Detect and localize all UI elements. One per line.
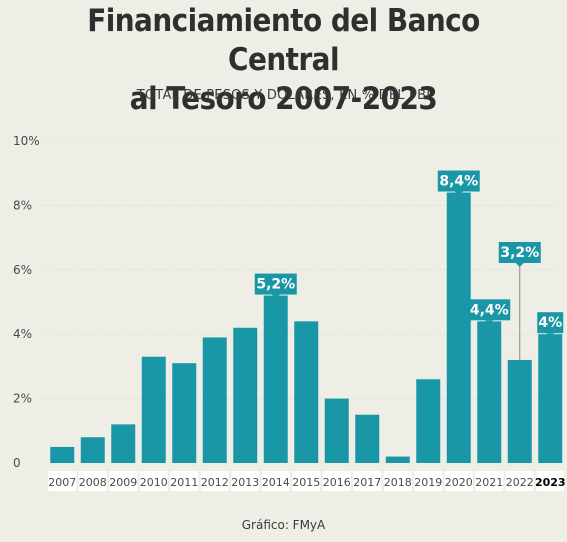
x-tick-box [444, 471, 473, 491]
bar [141, 356, 166, 463]
data-label-pointer [485, 320, 494, 325]
x-tick-box [78, 471, 107, 491]
x-tick-box [261, 471, 290, 491]
data-label-box [537, 312, 564, 334]
data-label-pointer [546, 333, 555, 338]
x-tick-label: 2011 [170, 476, 198, 489]
bar [263, 295, 288, 463]
bar [385, 456, 410, 463]
bar [80, 437, 105, 463]
x-tick-label: 2012 [201, 476, 229, 489]
bar [507, 359, 532, 463]
data-label: 8,4% [439, 174, 478, 190]
x-tick-box [353, 471, 382, 491]
data-label-pointer [454, 191, 463, 196]
x-tick-box [109, 471, 138, 491]
x-tick-box [48, 471, 77, 491]
bar [416, 379, 441, 463]
data-label-box [437, 170, 480, 192]
data-label: 3,2% [500, 245, 539, 261]
x-tick-box [505, 471, 534, 491]
x-tick-label: 2010 [140, 476, 168, 489]
x-tick-box [322, 471, 351, 491]
bar [202, 337, 227, 463]
x-tick-label: 2017 [353, 476, 381, 489]
bar [233, 327, 258, 463]
chart-title: Financiamiento del Banco Central al Teso… [28, 2, 538, 119]
x-tick-label: 2021 [475, 476, 503, 489]
data-label-box [254, 273, 297, 295]
y-tick-label: 10% [13, 134, 40, 148]
x-tick-label: 2007 [48, 476, 76, 489]
data-label: 4,4% [470, 302, 509, 318]
x-tick-label: 2019 [414, 476, 442, 489]
x-tick-label: 2014 [262, 476, 290, 489]
data-label: 5,2% [256, 277, 295, 293]
x-tick-label: 2009 [109, 476, 137, 489]
data-label-box [498, 242, 541, 263]
bar [355, 414, 380, 463]
x-tick-label: 2008 [79, 476, 107, 489]
bar [538, 334, 563, 463]
x-tick-box [200, 471, 229, 491]
x-tick-label: 2020 [445, 476, 473, 489]
data-label-pointer [271, 294, 280, 299]
bar [50, 446, 75, 463]
x-tick-label: 2022 [506, 476, 534, 489]
data-label: 4% [538, 315, 562, 331]
bar [446, 192, 471, 463]
title-line-2: al Tesoro 2007-2023 [129, 81, 438, 117]
x-tick-box [139, 471, 168, 491]
x-tick-box [170, 471, 199, 491]
x-tick-label: 2013 [231, 476, 259, 489]
y-tick-label: 0 [13, 456, 21, 470]
x-tick-label: 2018 [384, 476, 412, 489]
data-label-box [468, 299, 511, 321]
y-tick-label: 8% [13, 198, 32, 212]
y-tick-label: 2% [13, 392, 32, 406]
x-tick-box [231, 471, 260, 491]
bar [294, 321, 319, 463]
bar [477, 321, 502, 463]
bar [324, 398, 349, 463]
chart-subtitle: TOTAL DE PESOS Y DÓLARES, EN % DEL PBI [136, 88, 431, 103]
title-line-1: Financiamiento del Banco Central [87, 3, 480, 78]
data-label-pointer [515, 263, 524, 267]
x-tick-box [475, 471, 504, 491]
x-tick-box [292, 471, 321, 491]
x-tick-label: 2023 [535, 476, 566, 489]
x-tick-label: 2015 [292, 476, 320, 489]
y-tick-label: 4% [13, 327, 32, 341]
y-tick-label: 6% [13, 263, 32, 277]
bar [172, 363, 197, 463]
x-tick-box [414, 471, 443, 491]
source-note: Gráfico: FMyA [241, 518, 326, 532]
x-tick-label: 2016 [323, 476, 351, 489]
bar [111, 424, 136, 463]
x-tick-box [383, 471, 412, 491]
x-tick-box [536, 471, 565, 491]
